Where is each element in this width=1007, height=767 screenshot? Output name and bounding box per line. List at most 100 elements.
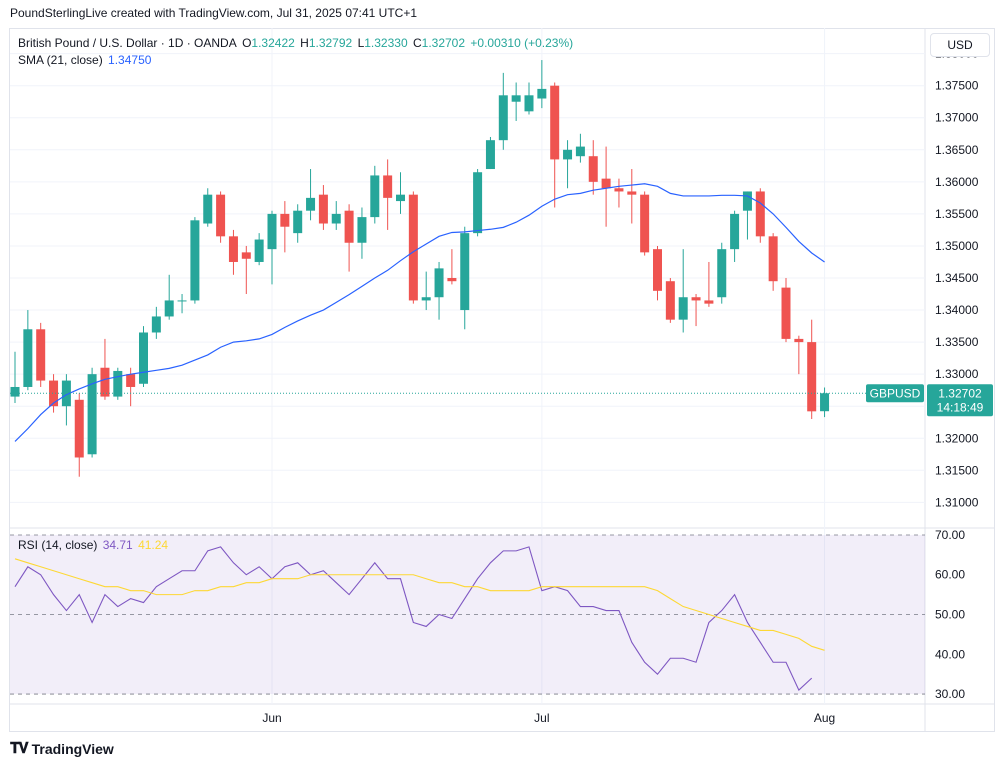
candle	[820, 387, 830, 418]
footer-brand: 𝐓𝐕 TradingView	[10, 740, 114, 757]
low-label: L	[357, 36, 365, 50]
sma-line	[14, 183, 825, 442]
candle	[665, 278, 675, 323]
candle-body	[794, 338, 804, 343]
candle	[74, 393, 84, 477]
candle	[254, 233, 264, 266]
candle-body	[537, 88, 547, 99]
candle-body	[383, 175, 393, 198]
candle-body	[601, 178, 611, 189]
symbol-tag-bg	[866, 384, 924, 403]
rsi-legend: RSI (14, close) 34.71 41.24	[18, 538, 170, 552]
candle-body	[627, 191, 637, 195]
candle	[563, 140, 573, 189]
candle-body	[254, 239, 264, 262]
y-tick-label: 1.35500	[935, 207, 979, 221]
candle	[164, 274, 174, 320]
candle-body	[87, 374, 97, 455]
candle	[460, 226, 470, 330]
close-value: 1.32702	[421, 36, 466, 50]
candle-body	[447, 278, 457, 282]
candle-body	[704, 300, 714, 304]
candle-body	[306, 197, 316, 211]
candle-body	[126, 374, 136, 387]
rsi-tick-label: 70.00	[935, 528, 965, 542]
candle	[485, 136, 495, 170]
high-label: H	[300, 36, 309, 50]
candle	[100, 338, 110, 400]
currency-label: USD	[947, 38, 973, 52]
candle-body	[473, 172, 483, 234]
candle	[61, 374, 71, 426]
candle-body	[588, 156, 598, 182]
candle-body	[344, 210, 354, 243]
candle	[370, 165, 380, 224]
candle-body	[241, 252, 251, 259]
y-tick-label: 1.37500	[935, 79, 979, 93]
candle	[704, 261, 714, 307]
chart-frame	[9, 28, 995, 732]
candle-body	[524, 95, 534, 112]
rsi-value: 34.71	[102, 538, 133, 552]
candle-body	[820, 393, 830, 412]
y-tick-label: 1.33000	[935, 367, 979, 381]
candle-body	[730, 213, 740, 250]
candle-body	[550, 85, 560, 160]
last-price-tag-bg	[927, 384, 993, 417]
candle	[216, 191, 226, 243]
candle	[717, 242, 727, 304]
candle	[306, 169, 316, 221]
candle-body	[640, 194, 650, 253]
candle	[575, 133, 585, 163]
candle	[280, 201, 290, 253]
currency-selector[interactable]: USD	[930, 33, 990, 57]
rsi-tick-label: 40.00	[935, 647, 965, 661]
y-tick-label: 1.32000	[935, 431, 979, 445]
candle	[447, 249, 457, 285]
candle-body	[113, 370, 123, 397]
candle	[151, 306, 161, 339]
candle	[614, 178, 624, 208]
y-tick-label: 1.36500	[935, 143, 979, 157]
sma-legend: SMA (21, close) 1.34750	[18, 53, 153, 67]
candle-body	[151, 316, 161, 333]
candle-body	[23, 329, 33, 387]
candle	[550, 82, 560, 208]
candle	[537, 60, 547, 109]
candle	[473, 169, 483, 237]
candle-body	[74, 399, 84, 458]
low-value: 1.32330	[364, 36, 408, 50]
candle-body	[36, 329, 46, 381]
candle	[434, 261, 444, 320]
candle-body	[49, 380, 59, 407]
price-legend: British Pound / U.S. Dollar · 1D · OANDA…	[18, 36, 575, 50]
tradingview-logo-icon: 𝐓𝐕	[10, 740, 29, 757]
candle	[742, 191, 752, 240]
x-tick-label: Jun	[262, 711, 281, 725]
candle-body	[678, 297, 688, 320]
candle	[87, 367, 97, 458]
open-label: O	[242, 36, 252, 50]
candle	[678, 249, 688, 333]
rsi-line	[14, 546, 813, 691]
candle-body	[781, 287, 791, 339]
candle-body	[460, 233, 470, 311]
candle	[511, 82, 521, 121]
candle-body	[807, 342, 817, 412]
sma-label: SMA (21, close)	[18, 53, 103, 67]
candle-body	[293, 210, 303, 234]
rsi-ma-line	[14, 558, 825, 651]
y-tick-label: 1.31000	[935, 495, 979, 509]
chart-attribution: PoundSterlingLive created with TradingVi…	[10, 6, 418, 20]
candle-body	[498, 95, 508, 141]
candle-body	[370, 175, 380, 218]
candle	[113, 367, 123, 400]
candle-body	[190, 220, 200, 301]
brand-name: TradingView	[31, 740, 114, 757]
candle	[524, 82, 534, 115]
candle	[781, 278, 791, 343]
candle	[177, 294, 187, 314]
candle	[228, 229, 238, 275]
candle-body	[691, 297, 701, 301]
